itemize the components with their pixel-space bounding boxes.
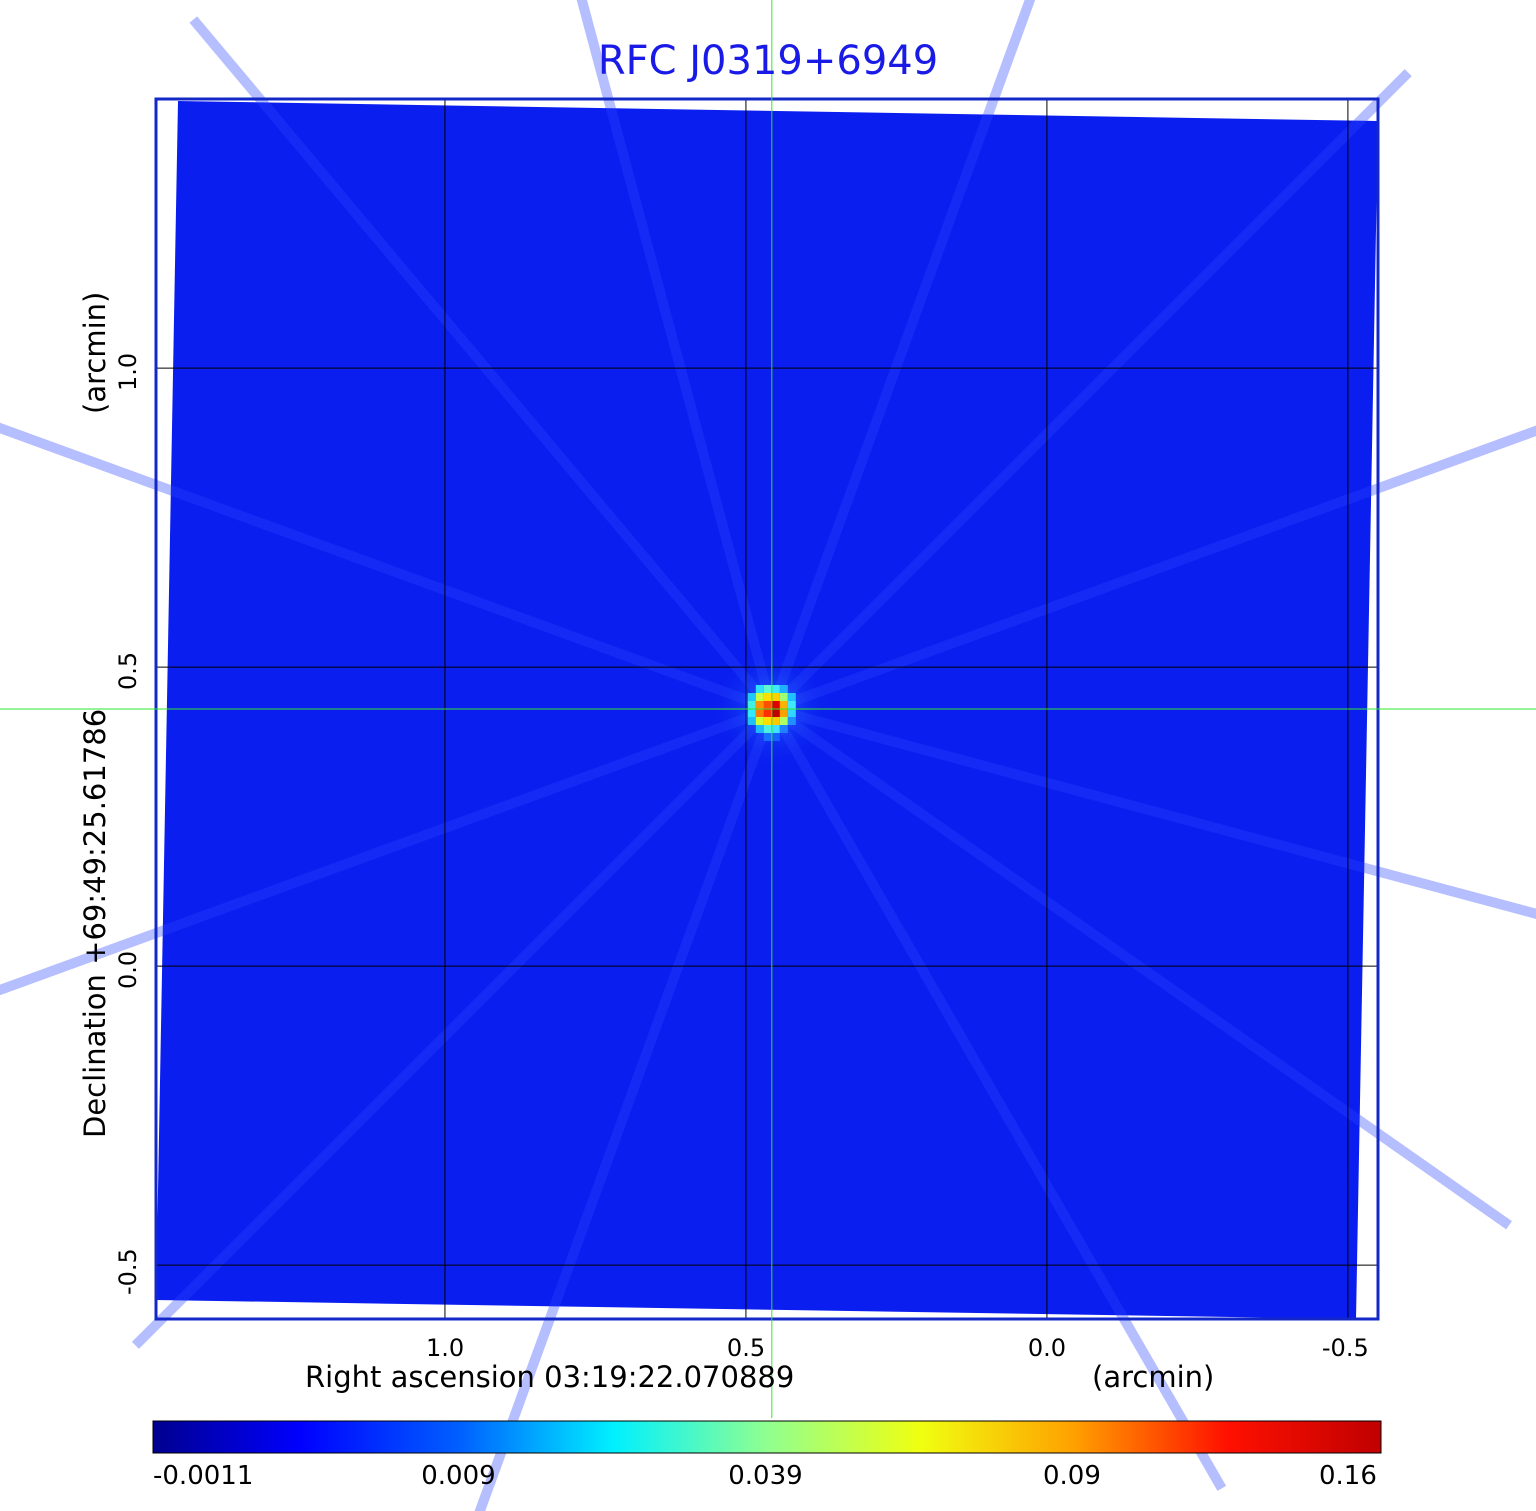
colorbar-tick-label: 0.009 — [421, 1461, 496, 1491]
sidelobe-streak — [474, 707, 777, 1511]
source-pixel — [763, 725, 772, 733]
source-pixel — [763, 717, 772, 725]
source-pixel — [771, 717, 780, 725]
source-pixel — [747, 717, 756, 725]
source-pixel — [787, 701, 796, 709]
colorbar-tick-label: 0.16 — [1319, 1461, 1377, 1491]
colorbar-tick-label: -0.0011 — [153, 1461, 254, 1491]
source-pixel — [779, 685, 788, 693]
source-pixel — [755, 717, 764, 725]
y-tick-label: -0.5 — [114, 1248, 142, 1296]
sidelobe-streak — [768, 704, 1512, 1230]
sidelobe-streak — [770, 704, 1536, 919]
x-tick-label: -0.5 — [1321, 1334, 1369, 1362]
source-pixel — [763, 685, 772, 693]
source-pixel — [771, 733, 780, 741]
source-pixel — [779, 717, 788, 725]
source-pixel — [755, 685, 764, 693]
y-axis-unit: (arcmin) — [78, 291, 112, 414]
sidelobe-streak — [576, 0, 777, 711]
sidelobe-streak — [0, 704, 774, 996]
source-pixel — [755, 725, 764, 733]
colorbar-gradient — [152, 1420, 1382, 1454]
y-tick-label: 1.0 — [114, 352, 142, 392]
source-pixel — [771, 701, 780, 709]
source-pixel — [747, 709, 756, 717]
colorbar-tick-label: 0.09 — [1043, 1461, 1101, 1491]
chart-title: RFC J0319+6949 — [597, 38, 939, 84]
x-axis-label: Right ascension 03:19:22.070889 — [305, 1360, 795, 1394]
crosshair — [0, 0, 1536, 1418]
x-tick-label: 0.0 — [1027, 1334, 1067, 1362]
colorbar-tick-label: 0.039 — [728, 1461, 803, 1491]
sidelobe-streak — [767, 0, 1036, 711]
y-axis-label: Declination +69:49:25.61786 — [78, 708, 112, 1138]
source-pixel — [763, 701, 772, 709]
source-pixel — [779, 693, 788, 701]
source-pixel — [771, 709, 780, 717]
sidelobe-streak — [768, 69, 1412, 713]
y-tick-label: 0.0 — [114, 950, 142, 990]
source-pixel — [779, 701, 788, 709]
source-pixel — [779, 709, 788, 717]
x-tick-label: 0.5 — [726, 1334, 766, 1362]
source-pixel — [787, 709, 796, 717]
source-pixel — [747, 701, 756, 709]
sidelobe-streak — [770, 425, 1536, 714]
y-tick-label: 0.5 — [114, 651, 142, 691]
source-pixel — [755, 709, 764, 717]
source-pixel — [771, 685, 780, 693]
x-axis-unit: (arcmin) — [1092, 1360, 1215, 1394]
source-pixel — [755, 701, 764, 709]
source-pixel — [787, 693, 796, 701]
sidelobe-streak — [0, 422, 774, 714]
sidelobe-streak — [767, 706, 1227, 1491]
sidelobe-streak — [189, 16, 776, 713]
source-pixel — [763, 733, 772, 741]
source-pixel — [755, 693, 764, 701]
sidelobe-streak — [131, 705, 776, 1349]
source-pixel — [747, 693, 756, 701]
source-pixel — [771, 693, 780, 701]
source-pixel — [787, 717, 796, 725]
source-pixel — [779, 725, 788, 733]
colorbar — [152, 1420, 1382, 1454]
x-tick-label: 1.0 — [425, 1334, 465, 1362]
source-pixel — [771, 725, 780, 733]
source-pixel — [763, 709, 772, 717]
source-pixel — [763, 693, 772, 701]
